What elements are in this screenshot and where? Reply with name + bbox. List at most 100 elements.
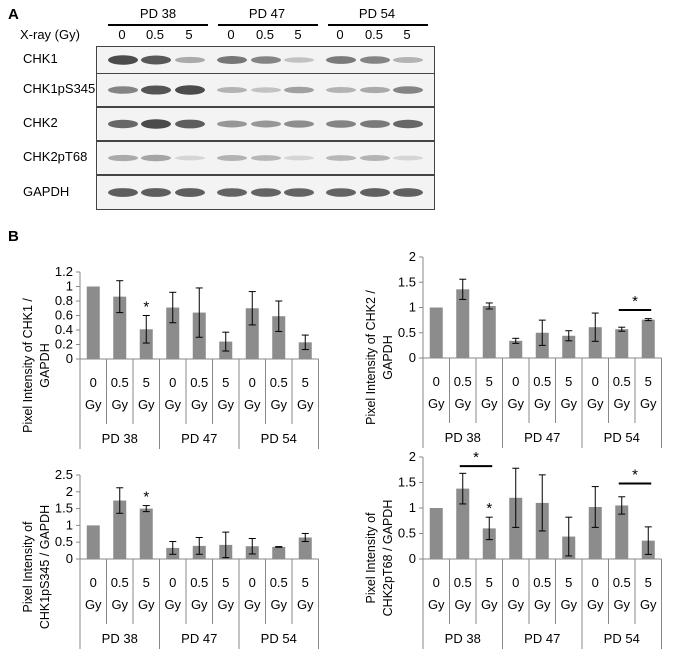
error-bar	[644, 318, 652, 322]
y-tick-label: 0.5	[398, 325, 416, 340]
blot-band	[175, 119, 205, 129]
bar	[482, 305, 496, 358]
error-bar	[248, 291, 256, 326]
blot-band	[393, 57, 423, 63]
blot-band	[108, 86, 138, 94]
significance-star: *	[143, 299, 149, 316]
y-axis-label: Pixel Intensity of CHK1 /GAPDH	[21, 298, 52, 433]
x-category-label: 0.5 Gy	[111, 575, 129, 612]
x-group-label: PD 54	[604, 631, 640, 646]
error-bar	[618, 326, 626, 332]
blot-label: CHK1pS345	[23, 81, 96, 96]
blot-strip	[96, 107, 435, 141]
blot-band	[175, 85, 205, 95]
bar	[456, 488, 470, 559]
error-bar	[222, 531, 230, 559]
bar	[245, 308, 259, 359]
y-axis-label: Pixel Intensity of CHK2pT68 / GAPDH	[364, 500, 395, 617]
bar-chart: 0 0.5 11.5 2 2.5 Pixel Intensity of CHK1pS345 …	[21, 467, 319, 649]
x-category-label: 0.5 Gy	[270, 375, 288, 412]
x-group-label: PD 54	[604, 430, 640, 445]
x-category-label: 5 Gy	[297, 575, 314, 612]
bar	[429, 307, 443, 358]
bar	[509, 340, 523, 358]
blot-label: CHK1	[23, 51, 58, 66]
x-category-label: 0 Gy	[507, 575, 524, 612]
dose-label: 0	[336, 27, 344, 42]
error-bar	[275, 300, 283, 332]
error-bar	[275, 546, 283, 548]
x-group-label: PD 38	[102, 431, 138, 446]
blot-label: GAPDH	[23, 183, 70, 199]
bar	[139, 508, 153, 559]
x-group-label: PD 38	[445, 631, 481, 646]
blot-band	[217, 56, 247, 64]
bar-chart: 00.20.40.60.811.2 Pixel Intensity of CHK1…	[21, 264, 319, 449]
blot-band	[175, 188, 205, 197]
error-bar	[169, 291, 177, 324]
error-bar	[485, 302, 493, 310]
bar	[641, 319, 655, 358]
y-tick-label: 1.2	[55, 264, 73, 279]
blot-band	[141, 85, 171, 95]
error-bar	[142, 505, 150, 513]
y-tick-label: 1.5	[55, 501, 73, 516]
category-grid	[422, 558, 662, 649]
blot-band	[217, 120, 247, 128]
significance-star: *	[632, 293, 638, 310]
error-bar	[512, 337, 520, 344]
error-bar	[169, 541, 177, 555]
blot-band	[108, 188, 138, 197]
bar	[615, 329, 629, 358]
x-category-label: 0.5 Gy	[454, 575, 472, 612]
bar	[588, 327, 602, 358]
dose-label: 5	[294, 27, 302, 42]
y-axis-label: Pixel Intensity of CHK2 /GAPDH	[364, 290, 395, 425]
x-category-label: 0.5 Gy	[190, 375, 208, 412]
category-grid	[79, 358, 319, 449]
x-category-label: 0.5 Gy	[190, 575, 208, 612]
x-group-label: PD 38	[102, 631, 138, 646]
error-bar	[222, 331, 230, 352]
blot-label: CHK2pT68	[23, 149, 88, 164]
blot-band	[360, 120, 390, 128]
blot-band	[360, 188, 390, 197]
bar	[562, 335, 576, 358]
y-tick-label: 0	[66, 351, 73, 366]
y-tick-label: 1.5	[398, 475, 416, 490]
bar-chart: 0 0.5 1 1.5 2 Pixel Intensity of CHK2 /GAPDH *…	[364, 249, 662, 448]
group-label-pd47: PD 47	[248, 6, 286, 21]
blot-band	[284, 155, 314, 161]
blot-band	[360, 56, 390, 64]
x-category-label: 0 Gy	[164, 575, 181, 612]
group-label-pd54: PD 54	[358, 6, 396, 21]
blot-band	[284, 188, 314, 197]
y-tick-label: 0.6	[55, 308, 73, 323]
y-tick-label: 2	[409, 249, 416, 264]
y-tick-label: 2	[66, 484, 73, 499]
bar	[272, 316, 286, 359]
x-category-label: 5 Gy	[560, 374, 577, 411]
blot-band	[284, 120, 314, 128]
blot-band	[175, 155, 205, 161]
blot-strip	[96, 73, 435, 107]
bar	[113, 500, 127, 559]
y-tick-label: 1	[409, 500, 416, 515]
x-category-label: 5 Gy	[640, 374, 657, 411]
x-category-label: 5 Gy	[481, 575, 498, 612]
blot-band	[175, 56, 205, 64]
error-bar	[512, 467, 520, 528]
group-line-pd47	[218, 24, 318, 26]
panel-a-letter: A	[8, 6, 19, 23]
group-line-pd38	[108, 24, 208, 26]
error-bar	[116, 487, 124, 514]
error-bar	[485, 516, 493, 541]
blot-band	[108, 55, 138, 65]
x-category-label: 0.5 Gy	[613, 374, 631, 411]
blot-band	[108, 154, 138, 162]
blot-strip	[96, 46, 435, 74]
error-bar	[459, 472, 467, 505]
x-category-label: 0.5 Gy	[533, 374, 551, 411]
bar	[298, 537, 312, 559]
blot-band	[141, 55, 171, 65]
